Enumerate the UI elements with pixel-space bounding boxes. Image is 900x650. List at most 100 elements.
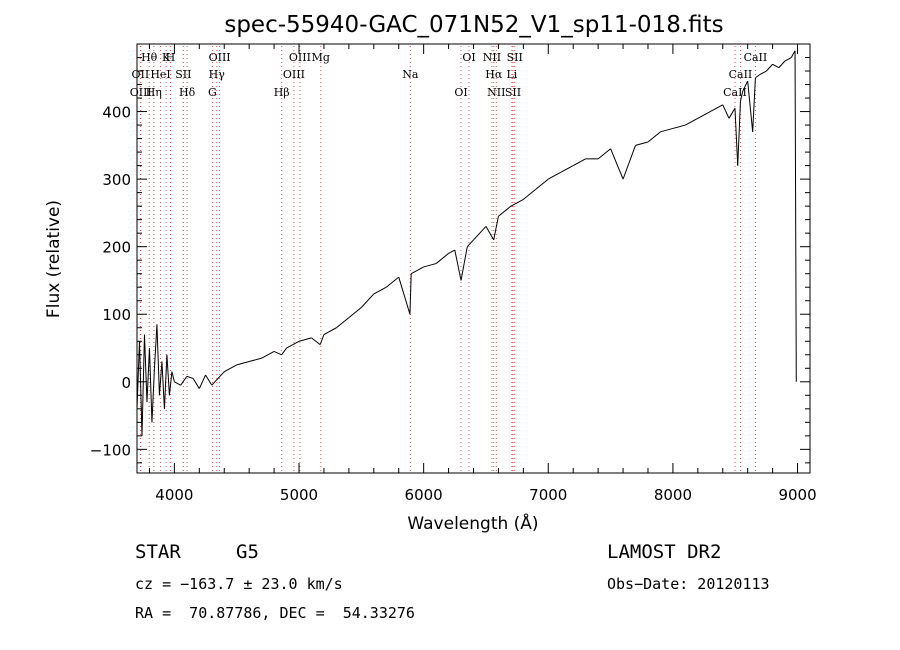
spectral-line-label: Li [506, 68, 517, 81]
spectrum-segment [298, 337, 312, 342]
spectral-line-label: Mg [312, 51, 330, 64]
x-tick-label: 9000 [778, 486, 816, 504]
spectrum-segment [211, 378, 219, 386]
spectral-line-label: Na [402, 68, 419, 81]
spectral-line-label: NII [487, 86, 505, 99]
x-tick-label: 6000 [405, 486, 443, 504]
spectrum-segment [448, 249, 456, 254]
x-tick-label: 5000 [280, 486, 318, 504]
spectrum-segment [672, 124, 686, 129]
spectral-line-label: OIII [283, 68, 305, 81]
spectrum-segment [186, 375, 194, 379]
spectral-line-label: Hβ [274, 86, 290, 99]
spectrum-segment [171, 371, 175, 382]
object-subclass: G5 [236, 541, 259, 563]
spectrum-segment [647, 131, 661, 143]
spectrum-segment [174, 381, 181, 386]
spectrum-segment [261, 350, 275, 359]
spectral-line-markers [139, 46, 756, 471]
spectrum-segment [722, 104, 730, 119]
y-tick-label: 300 [102, 171, 131, 189]
survey-name: LAMOST DR2 [607, 541, 722, 563]
spectrum-segment [747, 81, 754, 132]
spectrum-segment [323, 327, 337, 335]
spectrum-segment [572, 158, 586, 167]
spectrum-segment [454, 249, 462, 281]
spectrum-segment [784, 57, 792, 62]
spectrum-segment [778, 60, 786, 68]
spectrum-segment [156, 324, 160, 396]
spectrum-series [136, 50, 797, 436]
spectral-line-label: G [208, 86, 217, 99]
spectrum-segment [523, 188, 537, 200]
spectrum-segment [146, 347, 150, 403]
coordinates: RA = 70.87786, DEC = 54.33276 [135, 604, 415, 622]
spectral-line-label: Hθ [141, 51, 158, 64]
spectral-line-label: OI [462, 51, 475, 64]
spectrum-segment [597, 148, 611, 160]
redshift-velocity: cz = −163.7 ± 23.0 km/s [135, 575, 343, 593]
spectrum-segment [742, 80, 749, 92]
spectral-line-label: HeI [150, 68, 170, 81]
plot-frame [136, 43, 811, 474]
spectrum-segment [660, 127, 674, 133]
spectrum-segment [610, 148, 624, 180]
spectral-line-label: CaII [723, 86, 747, 99]
y-tick-label: 100 [102, 306, 131, 324]
spectrum-segment [158, 361, 163, 396]
spectral-line-labels: Hθ OII OIII K HeI Hη H SII Hδ OIII Hγ G OIII OIII Hβ Mg… [130, 51, 768, 99]
spectrum-segment [435, 253, 449, 264]
spectrum-segment [198, 374, 207, 389]
spectral-line-label: H [166, 51, 176, 64]
spectrum-segment [273, 350, 282, 356]
spectrum-segment [473, 226, 487, 241]
spectrum-segment [752, 77, 756, 132]
spectral-line-label: SII [175, 68, 191, 81]
spectral-line-label: Hη [146, 86, 162, 99]
spectrum-segment [249, 357, 262, 363]
spectrum-segment [766, 63, 773, 72]
spectrum-segment [728, 107, 736, 119]
spectrum-segment [423, 263, 437, 268]
spectrum-segment [548, 171, 561, 180]
y-axis-label: Flux (relative) [44, 200, 64, 318]
chart-title: spec-55940-GAC_071N52_V1_sp11-018.fits [224, 12, 723, 38]
spectrum-segment [685, 117, 699, 126]
spectrum-segment [409, 273, 412, 315]
spectral-line-label: K [162, 51, 171, 64]
spectrum-segment [373, 286, 387, 295]
x-tick-label: 7000 [529, 486, 567, 504]
y-tick-label: 200 [102, 239, 131, 257]
spectrum-segment [180, 376, 188, 386]
spectrum-segment [417, 266, 424, 271]
spectrum-segment [217, 371, 225, 379]
spectral-line-label: CaII [744, 51, 768, 64]
spectrum-segment [311, 337, 321, 346]
spectral-line-label: OII [132, 68, 150, 81]
spectrum-segment [466, 239, 474, 248]
spectrum-segment [236, 361, 250, 366]
spectrum-segment [336, 317, 350, 329]
spectrum-segment [737, 101, 741, 166]
x-axis-label: Wavelength (Å) [407, 512, 538, 534]
spectrum-segment [360, 293, 375, 308]
spectrum-segment [772, 63, 780, 69]
spectrum-segment [319, 334, 325, 345]
spectral-line-label: Hα [485, 68, 503, 81]
spectral-line-label: SII [505, 86, 521, 99]
y-axis: −100 0 100 200 300 400 [90, 57, 810, 464]
y-tick-label: −100 [90, 441, 131, 459]
spectral-line-label: SII [507, 51, 523, 64]
y-tick-label: 400 [102, 104, 131, 122]
object-class: STAR [135, 541, 181, 563]
spectrum-segment [163, 354, 168, 409]
spectral-line-label: OIII [130, 86, 152, 99]
spectrum-segment [498, 205, 512, 217]
spectrum-segment [622, 145, 636, 180]
spectrum-segment [168, 371, 173, 396]
spectrum-segment [153, 324, 158, 369]
spectrum-segment [460, 246, 468, 281]
spectral-line-label: Hδ [179, 86, 196, 99]
y-tick-label: 0 [121, 374, 131, 392]
